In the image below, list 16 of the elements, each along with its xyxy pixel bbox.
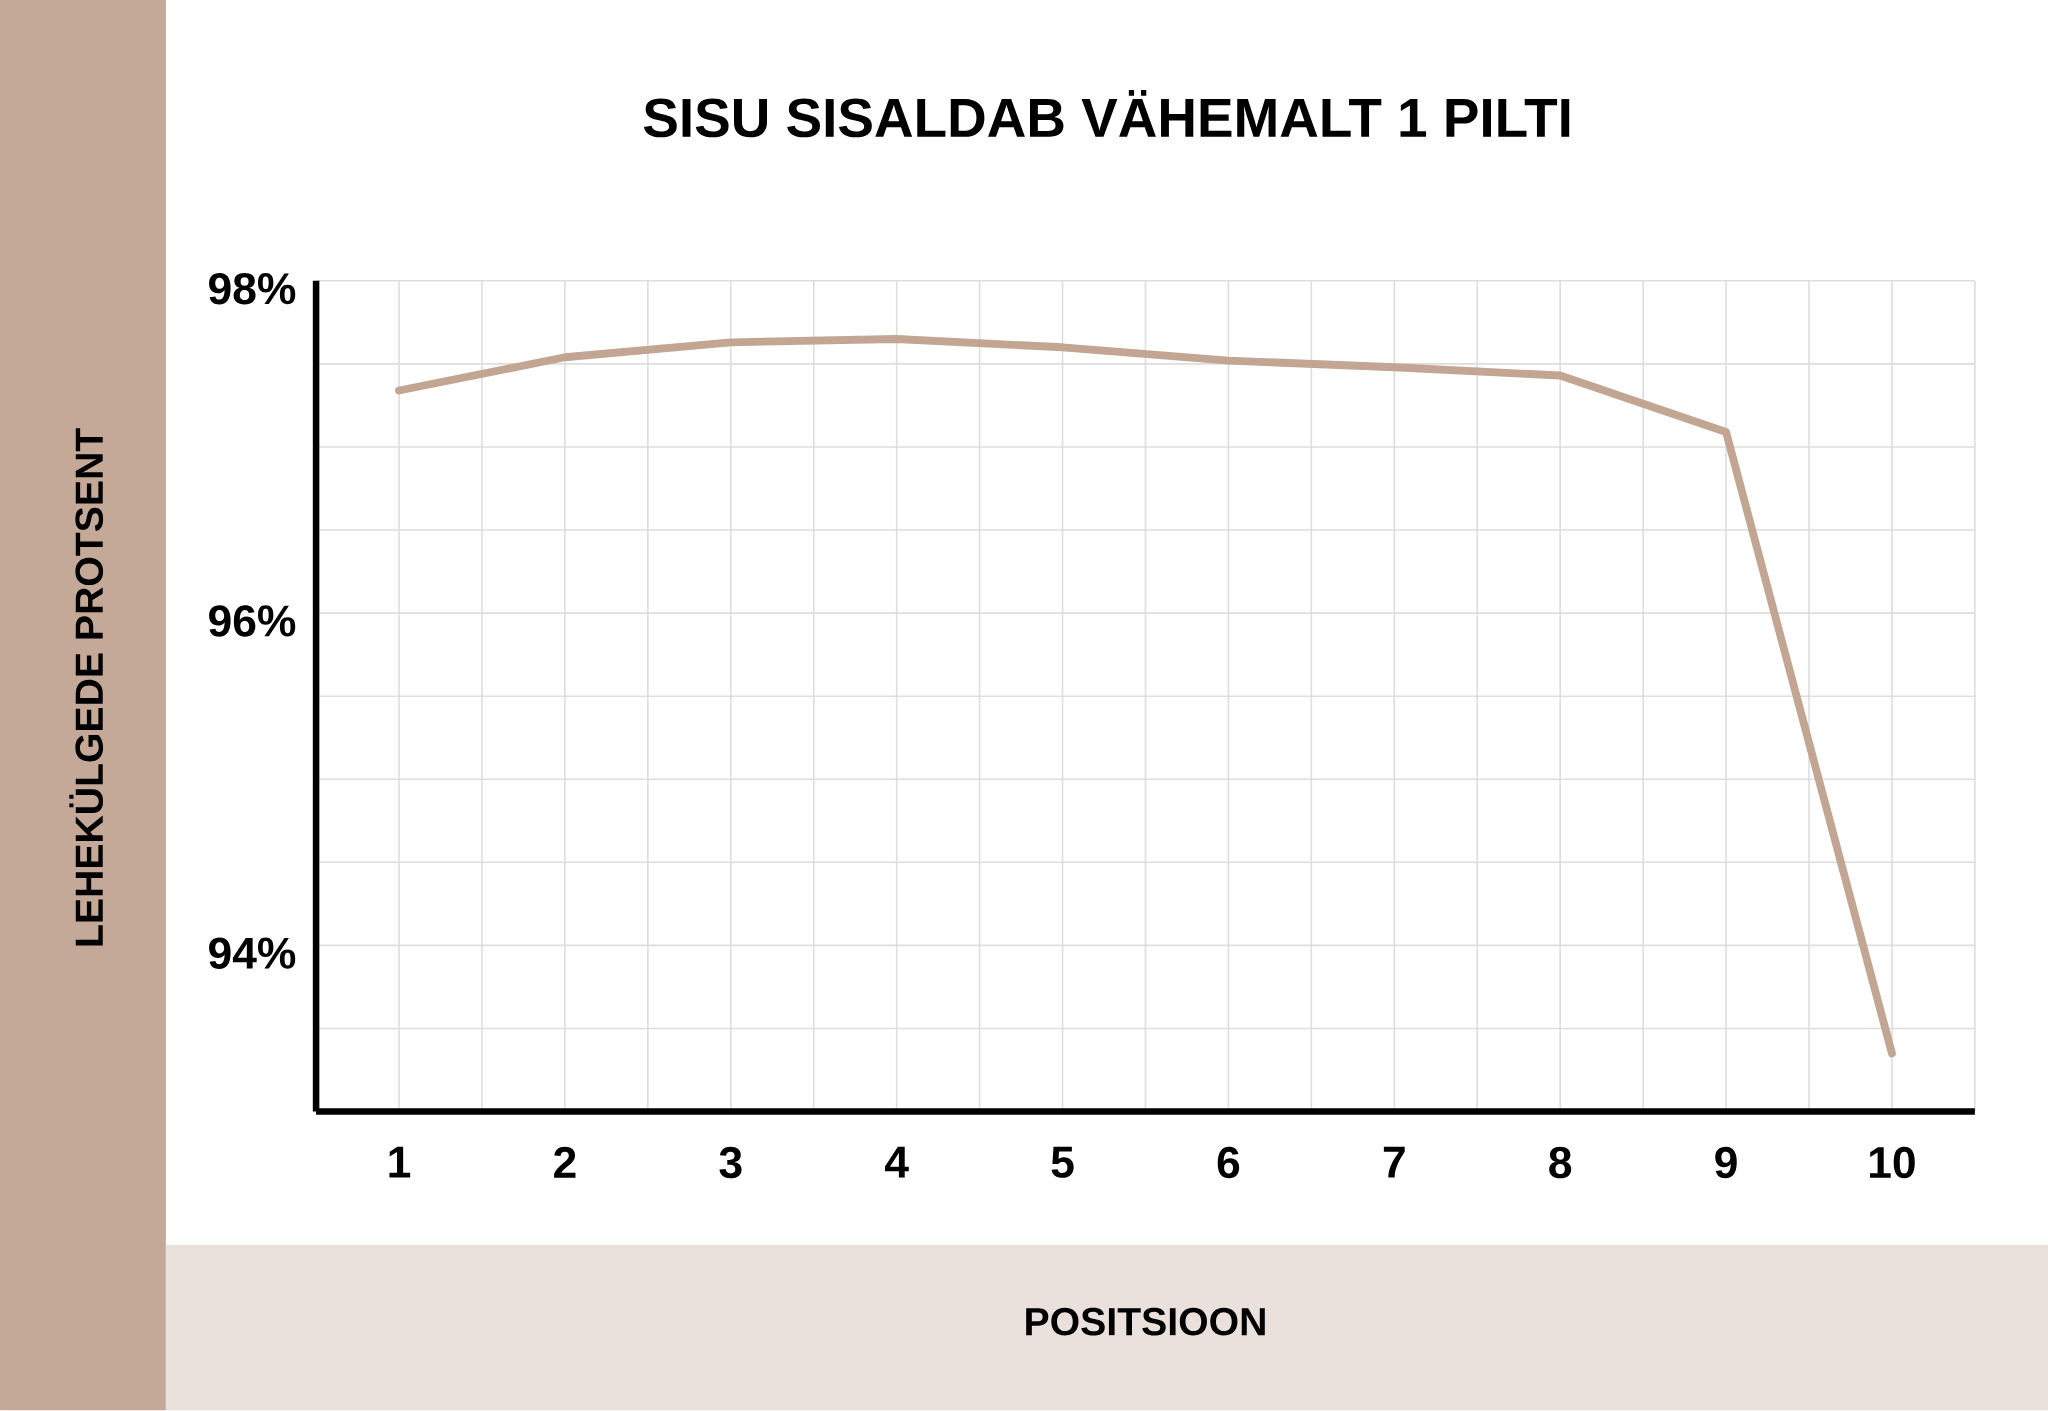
x-tick-label: 4 [884, 1147, 909, 1178]
x-tick-label: 9 [1715, 1147, 1737, 1179]
x-tick-label: 2 [554, 1147, 576, 1179]
y-tick-label: 98% [209, 273, 296, 305]
x-axis-title: POSITSIOON [1026, 1308, 1265, 1336]
y-tick-label: 96% [209, 605, 296, 637]
x-tick-label: 3 [719, 1147, 742, 1179]
x-tick-label: 1 [389, 1147, 411, 1178]
y-tick-label: 94% [209, 937, 296, 970]
y-axis-title: LEHEKÜLGEDE PROTSENT [69, 428, 104, 946]
chart-title: SISU SISALDAB VÄHEMALT 1 PILTI [643, 90, 1570, 138]
x-tick-label: 7 [1383, 1147, 1405, 1178]
x-tick-label: 6 [1217, 1147, 1240, 1179]
x-tick-label: 5 [1051, 1147, 1074, 1179]
x-tick-label: 8 [1549, 1147, 1572, 1179]
x-tick-label: 10 [1870, 1147, 1915, 1179]
